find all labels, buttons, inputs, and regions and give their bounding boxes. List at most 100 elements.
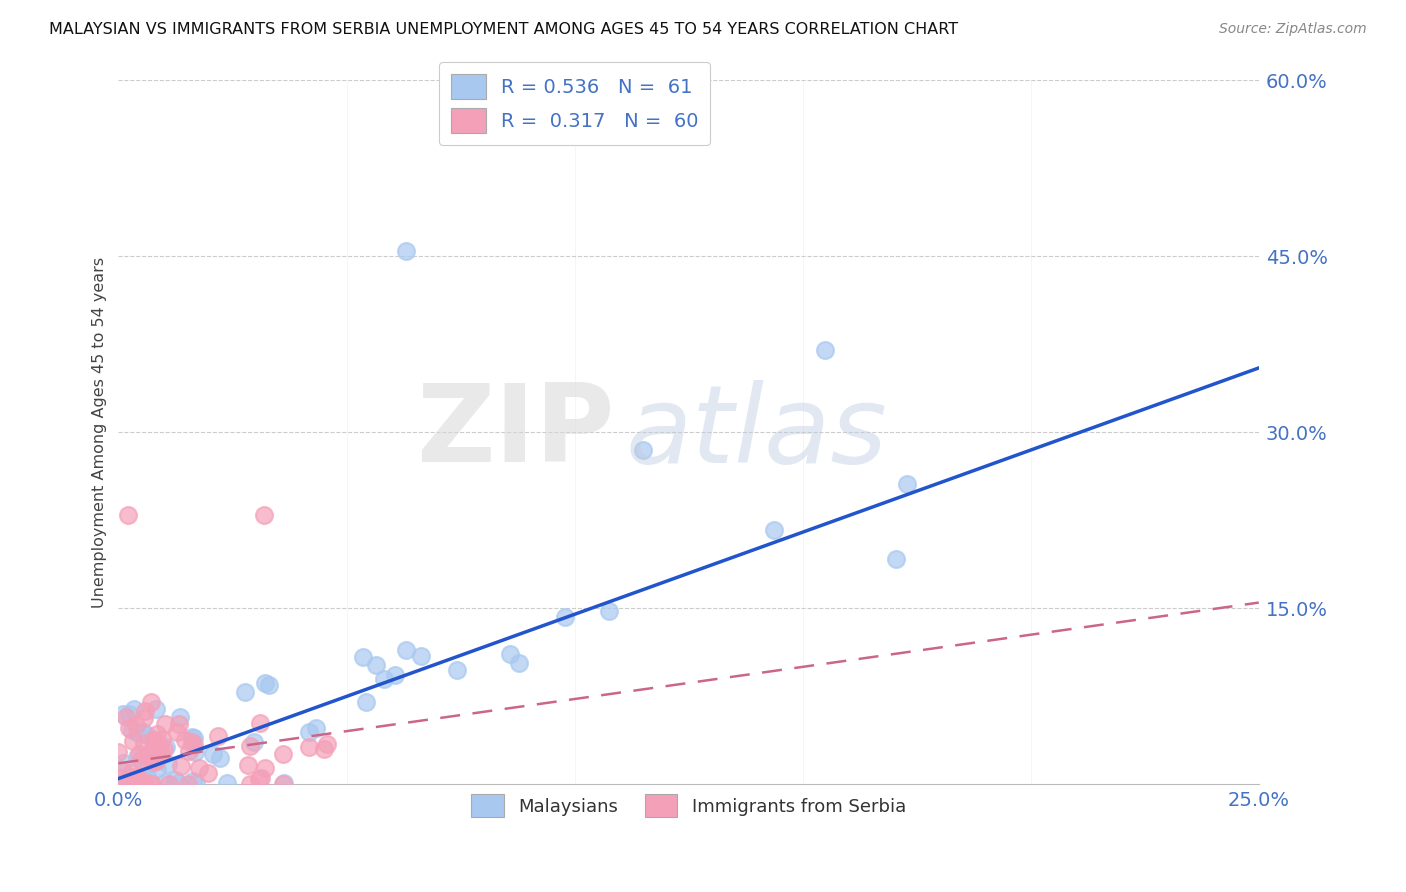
Point bbox=[120, 765, 142, 780]
Point bbox=[121, 734, 143, 748]
Point bbox=[135, 769, 157, 783]
Point bbox=[115, 710, 138, 724]
Point bbox=[111, 776, 134, 790]
Point bbox=[271, 777, 294, 791]
Point bbox=[395, 643, 418, 657]
Point bbox=[163, 772, 186, 787]
Point bbox=[236, 757, 259, 772]
Point bbox=[124, 718, 146, 732]
Point bbox=[108, 771, 131, 785]
Text: MALAYSIAN VS IMMIGRANTS FROM SERBIA UNEMPLOYMENT AMONG AGES 45 TO 54 YEARS CORRE: MALAYSIAN VS IMMIGRANTS FROM SERBIA UNEM… bbox=[49, 22, 959, 37]
Point bbox=[148, 740, 170, 755]
Point bbox=[132, 774, 155, 789]
Point bbox=[112, 756, 135, 770]
Point bbox=[273, 747, 295, 761]
Point bbox=[127, 726, 149, 740]
Point bbox=[814, 343, 837, 358]
Point bbox=[598, 604, 620, 618]
Point bbox=[183, 774, 205, 789]
Point bbox=[125, 769, 148, 783]
Point bbox=[132, 725, 155, 739]
Point bbox=[129, 752, 152, 766]
Point bbox=[125, 750, 148, 764]
Point bbox=[446, 663, 468, 677]
Point bbox=[145, 702, 167, 716]
Point bbox=[149, 746, 172, 760]
Point bbox=[631, 443, 654, 458]
Point bbox=[169, 709, 191, 723]
Point bbox=[136, 757, 159, 772]
Point bbox=[197, 766, 219, 780]
Point bbox=[131, 777, 153, 791]
Point bbox=[181, 735, 204, 749]
Point bbox=[141, 777, 163, 791]
Point bbox=[111, 764, 134, 778]
Point bbox=[498, 647, 520, 661]
Point bbox=[215, 776, 238, 790]
Point bbox=[122, 702, 145, 716]
Point bbox=[132, 710, 155, 724]
Point bbox=[183, 731, 205, 745]
Point bbox=[354, 695, 377, 709]
Point bbox=[155, 739, 177, 754]
Point bbox=[107, 745, 129, 759]
Point bbox=[157, 756, 180, 771]
Point bbox=[143, 755, 166, 769]
Point bbox=[124, 776, 146, 790]
Point bbox=[142, 733, 165, 747]
Point bbox=[117, 508, 139, 522]
Point bbox=[153, 774, 176, 789]
Point bbox=[250, 771, 273, 785]
Point bbox=[134, 704, 156, 718]
Point bbox=[304, 721, 326, 735]
Point bbox=[364, 657, 387, 672]
Point bbox=[181, 730, 204, 744]
Point bbox=[141, 777, 163, 791]
Point bbox=[111, 776, 134, 790]
Point bbox=[253, 761, 276, 775]
Point bbox=[177, 777, 200, 791]
Point bbox=[254, 676, 277, 690]
Point bbox=[184, 745, 207, 759]
Point bbox=[118, 721, 141, 735]
Point bbox=[384, 668, 406, 682]
Point bbox=[508, 656, 530, 670]
Point bbox=[121, 776, 143, 790]
Point bbox=[239, 739, 262, 753]
Point bbox=[145, 732, 167, 747]
Point bbox=[233, 685, 256, 699]
Point bbox=[411, 648, 433, 663]
Point bbox=[239, 777, 262, 791]
Point bbox=[167, 717, 190, 731]
Point bbox=[141, 695, 163, 709]
Point bbox=[111, 706, 134, 721]
Point bbox=[157, 777, 180, 791]
Point bbox=[247, 772, 270, 786]
Point bbox=[373, 672, 395, 686]
Point bbox=[135, 728, 157, 742]
Point bbox=[150, 731, 173, 746]
Text: atlas: atlas bbox=[626, 380, 887, 485]
Point bbox=[243, 735, 266, 749]
Point bbox=[207, 729, 229, 743]
Point bbox=[273, 776, 295, 790]
Point bbox=[249, 715, 271, 730]
Point bbox=[115, 776, 138, 790]
Point bbox=[257, 678, 280, 692]
Point bbox=[174, 732, 197, 747]
Point bbox=[884, 551, 907, 566]
Point bbox=[146, 763, 169, 777]
Point bbox=[112, 776, 135, 790]
Point bbox=[395, 244, 418, 258]
Point bbox=[316, 737, 339, 751]
Point bbox=[166, 776, 188, 790]
Point bbox=[120, 776, 142, 790]
Point bbox=[111, 777, 134, 791]
Point bbox=[124, 776, 146, 790]
Point bbox=[153, 741, 176, 756]
Point bbox=[298, 739, 321, 754]
Point bbox=[177, 744, 200, 758]
Point bbox=[298, 724, 321, 739]
Point bbox=[312, 742, 335, 756]
Point bbox=[166, 724, 188, 739]
